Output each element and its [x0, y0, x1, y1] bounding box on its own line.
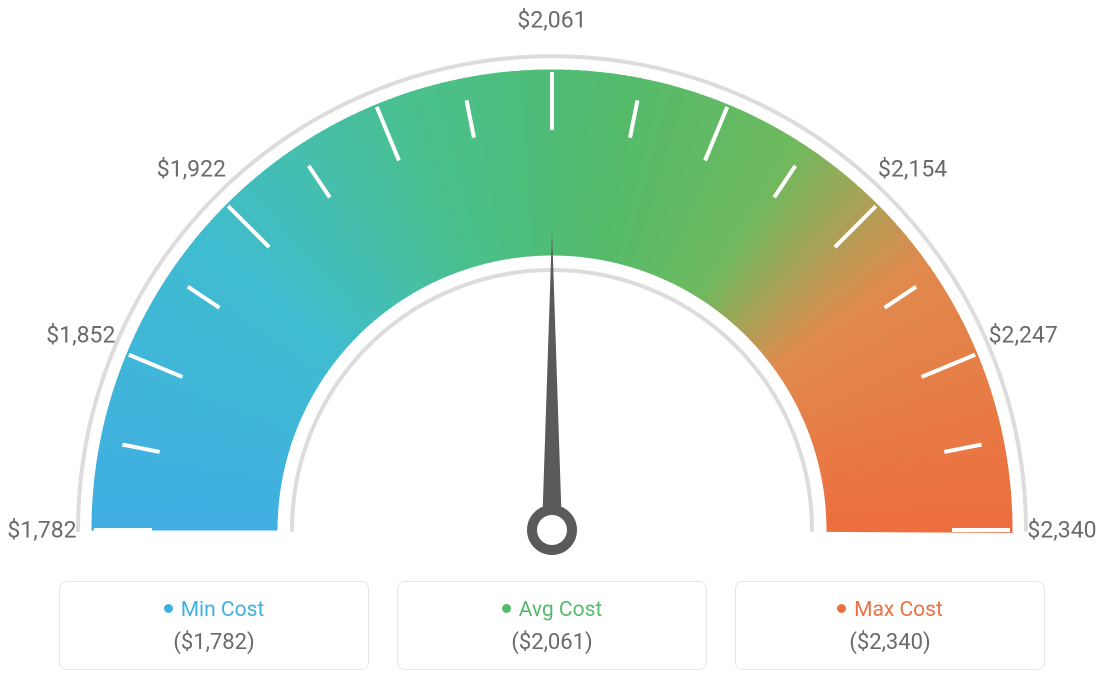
legend-value-avg: ($2,061): [408, 630, 696, 655]
gauge-needle: [542, 230, 562, 530]
gauge-tick-label: $2,154: [878, 156, 947, 183]
gauge-chart: $1,782 $1,852 $1,922 $2,061 $2,154 $2,247 $2,3…: [0, 0, 1104, 560]
gauge-tick-label: $1,922: [157, 156, 226, 183]
legend-value-min: ($1,782): [70, 630, 358, 655]
gauge-tick-label: $2,247: [989, 321, 1058, 348]
gauge-tick-label: $2,340: [1027, 517, 1096, 544]
dot-icon-min: [164, 604, 173, 613]
legend-label-max: Max Cost: [854, 598, 943, 622]
legend-title-min: Min Cost: [70, 598, 358, 622]
gauge-tick-label: $2,061: [517, 7, 586, 34]
gauge-tick-label: $1,852: [46, 321, 115, 348]
legend-title-avg: Avg Cost: [408, 598, 696, 622]
gauge-svg: [0, 0, 1104, 560]
legend-card-min: Min Cost ($1,782): [59, 581, 369, 670]
legend-row: Min Cost ($1,782) Avg Cost ($2,061) Max …: [0, 581, 1104, 670]
dot-icon-max: [837, 604, 846, 613]
legend-label-avg: Avg Cost: [519, 598, 603, 622]
legend-title-max: Max Cost: [746, 598, 1034, 622]
legend-card-avg: Avg Cost ($2,061): [397, 581, 707, 670]
dot-icon-avg: [502, 604, 511, 613]
needle-base-icon: [532, 510, 572, 550]
legend-label-min: Min Cost: [181, 598, 265, 622]
legend-value-max: ($2,340): [746, 630, 1034, 655]
gauge-tick-label: $1,782: [7, 517, 76, 544]
legend-card-max: Max Cost ($2,340): [735, 581, 1045, 670]
